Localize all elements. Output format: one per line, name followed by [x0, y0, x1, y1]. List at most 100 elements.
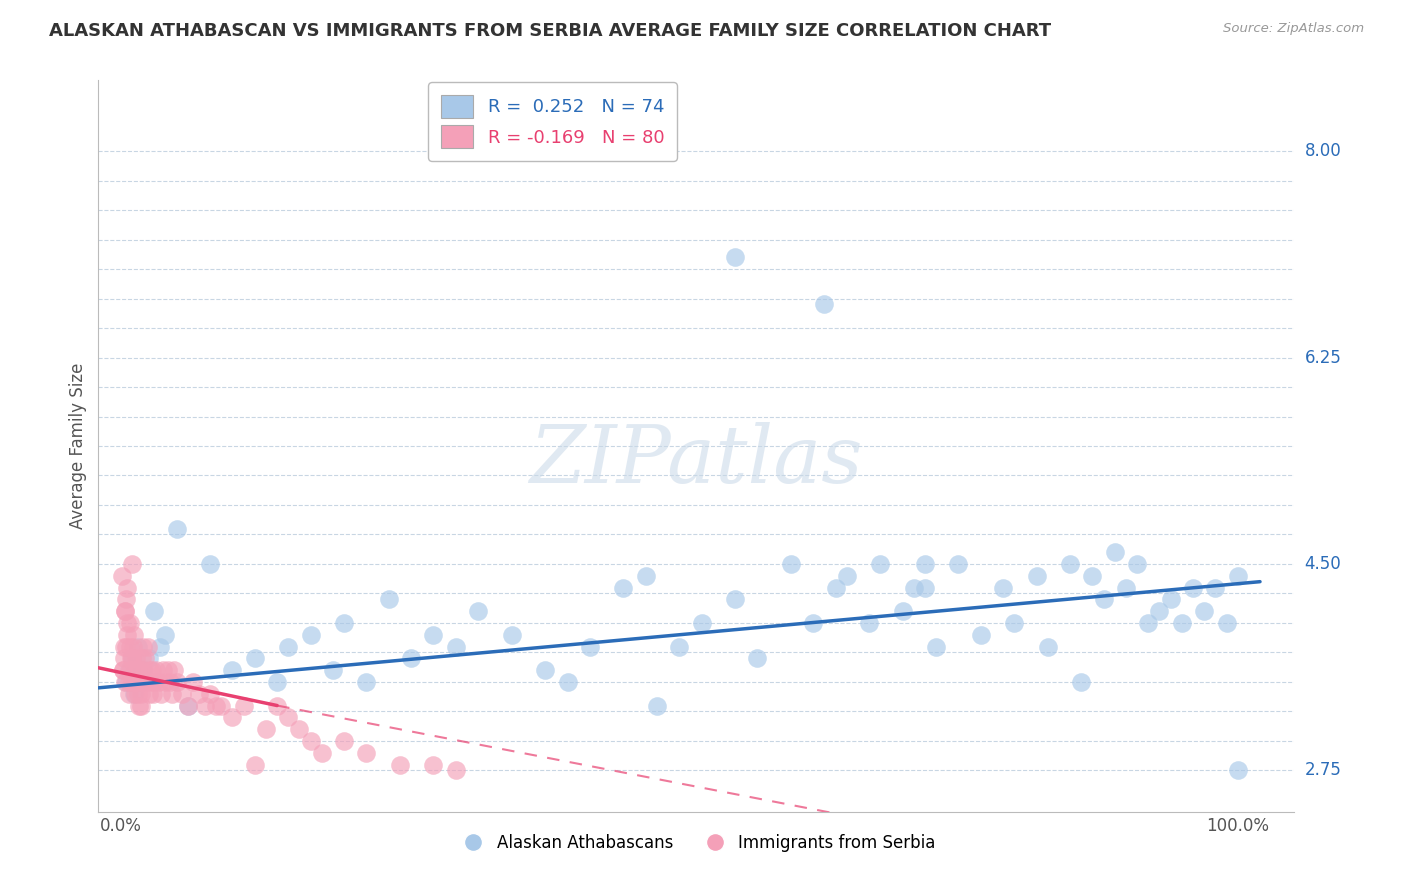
Point [356, 675, 378, 690]
Point [155, 675, 177, 690]
Point [1059, 557, 1081, 571]
Text: 8.00: 8.00 [1305, 142, 1341, 160]
Point [780, 557, 803, 571]
Point [129, 675, 152, 690]
Point [129, 698, 152, 713]
Point [148, 675, 170, 690]
Point [118, 640, 141, 654]
Point [138, 651, 160, 665]
Point [1126, 557, 1149, 571]
Point [388, 757, 411, 772]
Point [612, 581, 634, 595]
Point [747, 651, 769, 665]
Point [1192, 604, 1215, 618]
Point [444, 640, 467, 654]
Point [129, 687, 152, 701]
Point [114, 604, 136, 618]
Point [1204, 581, 1226, 595]
Point [444, 764, 467, 778]
Point [1182, 581, 1205, 595]
Point [724, 592, 747, 607]
Point [145, 663, 167, 677]
Point [1002, 615, 1025, 630]
Point [111, 663, 134, 677]
Point [209, 698, 232, 713]
Point [135, 675, 157, 690]
Point [139, 675, 162, 690]
Point [835, 568, 858, 582]
Point [142, 687, 165, 701]
Point [127, 640, 149, 654]
Point [824, 581, 846, 595]
Point [163, 663, 186, 677]
Point [128, 663, 150, 677]
Point [724, 250, 747, 264]
Point [127, 687, 149, 701]
Point [128, 698, 150, 713]
Point [117, 615, 139, 630]
Point [193, 698, 215, 713]
Point [152, 663, 174, 677]
Point [858, 615, 880, 630]
Point [132, 663, 155, 677]
Point [111, 568, 134, 582]
Point [155, 628, 177, 642]
Point [243, 757, 266, 772]
Point [117, 581, 139, 595]
Point [122, 675, 145, 690]
Point [299, 628, 322, 642]
Point [333, 615, 356, 630]
Point [948, 557, 970, 571]
Point [143, 675, 166, 690]
Point [668, 640, 690, 654]
Point [813, 297, 835, 311]
Point [121, 675, 143, 690]
Point [534, 663, 557, 677]
Text: Source: ZipAtlas.com: Source: ZipAtlas.com [1223, 22, 1364, 36]
Point [187, 687, 209, 701]
Point [134, 651, 156, 665]
Point [277, 640, 299, 654]
Point [204, 698, 226, 713]
Point [1160, 592, 1182, 607]
Point [127, 675, 149, 690]
Point [266, 698, 288, 713]
Point [112, 640, 135, 654]
Point [115, 592, 138, 607]
Point [970, 628, 993, 642]
Point [134, 663, 156, 677]
Point [117, 687, 139, 701]
Point [925, 640, 948, 654]
Point [266, 675, 288, 690]
Point [914, 581, 936, 595]
Point [1115, 581, 1137, 595]
Point [645, 698, 668, 713]
Point [143, 604, 166, 618]
Point [903, 581, 925, 595]
Point [160, 687, 183, 701]
Point [1137, 615, 1160, 630]
Point [159, 675, 181, 690]
Point [801, 615, 824, 630]
Point [1081, 568, 1104, 582]
Point [869, 557, 891, 571]
Point [1104, 545, 1126, 559]
Point [118, 615, 141, 630]
Point [117, 628, 139, 642]
Legend: Alaskan Athabascans, Immigrants from Serbia: Alaskan Athabascans, Immigrants from Ser… [450, 827, 942, 858]
Point [177, 698, 200, 713]
Point [177, 698, 200, 713]
Point [322, 663, 344, 677]
Point [221, 710, 243, 724]
Point [111, 663, 134, 677]
Point [156, 663, 179, 677]
Point [1025, 568, 1047, 582]
Point [114, 604, 136, 618]
Point [579, 640, 602, 654]
Point [121, 557, 143, 571]
Point [467, 604, 489, 618]
Point [122, 640, 145, 654]
Point [122, 687, 145, 701]
Point [118, 663, 141, 677]
Point [221, 663, 243, 677]
